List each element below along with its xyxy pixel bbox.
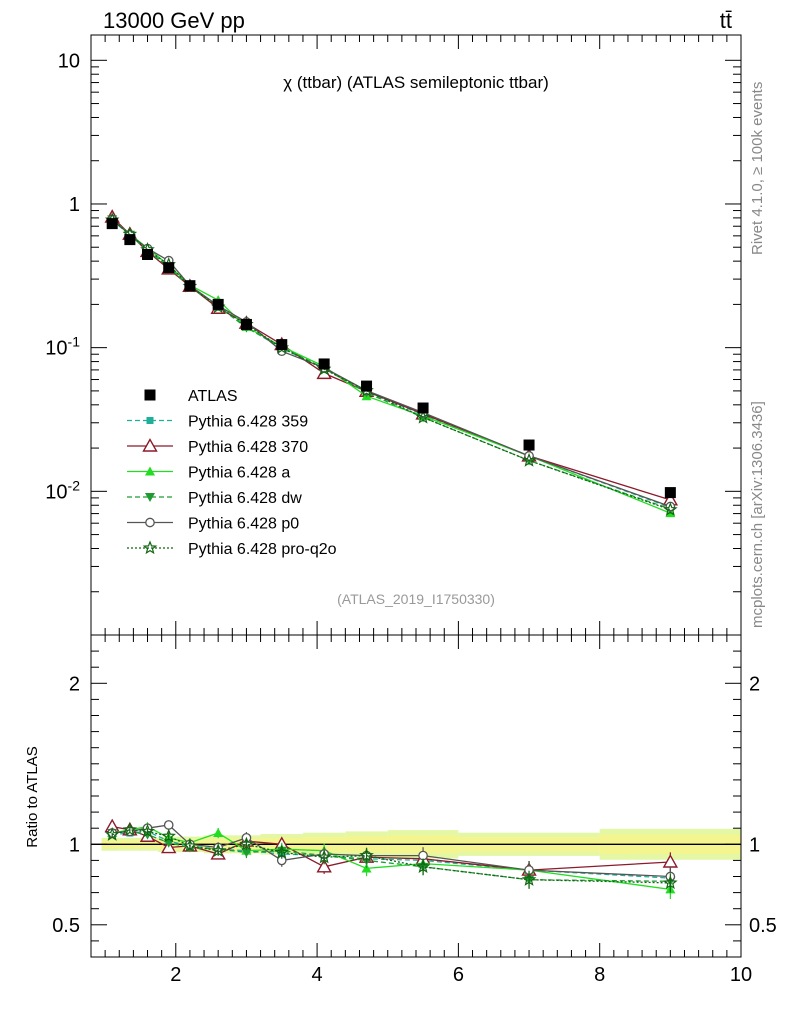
data-point-main: [240, 318, 252, 330]
legend-label: Pythia 6.428 a: [188, 465, 290, 482]
rivet-label: Rivet 4.1.0, ≥ 100k events: [749, 82, 766, 255]
main-panel: 10-2 10-1 1 10 χ (ttbar) (ATLAS semileptoni…: [45, 34, 742, 636]
y-tick-label-ratio-right: 2: [749, 673, 760, 695]
ratio-point: [213, 828, 224, 838]
ratio-point: [239, 836, 254, 851]
legend-label: Pythia 6.428 dw: [188, 490, 302, 507]
ratio-panel: 2 4 6 8 10 0.5 0.5 1 1 2 2 Ratio to ATLAS: [24, 634, 777, 986]
ratio-point: [316, 858, 332, 873]
watermark: (ATLAS_2019_I1750330): [337, 591, 495, 607]
data-point-main: [212, 298, 224, 310]
series-point-main: [415, 409, 431, 424]
series-point-main: [521, 452, 537, 467]
y-tick-label-ratio-right: 1: [749, 834, 760, 856]
data-point-main: [318, 358, 330, 370]
data-point-main: [361, 380, 373, 392]
process-label: tt̄: [720, 8, 732, 33]
ratio-frame: [90, 634, 742, 958]
legend-marker-data: [144, 389, 156, 401]
y-tick-label-main: 10-2: [45, 477, 80, 503]
legend-label: Pythia 6.428 p0: [188, 516, 299, 533]
legend-marker: [145, 466, 155, 476]
y-tick-label-ratio: 1: [69, 834, 80, 856]
y-tick-label-ratio-right: 0.5: [749, 915, 777, 937]
data-point-main: [106, 218, 118, 230]
data-series-main: [106, 218, 676, 499]
ratio-point: [316, 849, 332, 864]
x-tick-label: 6: [453, 964, 464, 986]
data-point-main: [124, 234, 136, 246]
data-point-main: [523, 439, 535, 451]
ratio-point: [241, 848, 252, 858]
y-tick-label-ratio: 0.5: [52, 915, 80, 937]
series-point-main: [663, 502, 678, 516]
legend-marker: [146, 417, 154, 424]
ratio-point: [415, 859, 431, 874]
legend-label: Pythia 6.428 370: [188, 439, 308, 456]
legend-label-data: ATLAS: [188, 388, 238, 405]
energy-label: 13000 GeV pp: [103, 8, 245, 33]
y-tick-label-main: 10: [58, 50, 80, 72]
data-point-main: [276, 339, 288, 351]
ratio-point: [161, 828, 176, 843]
data-point-main: [142, 248, 154, 260]
ratio-point: [274, 844, 290, 859]
y-tick-label-main: 10-1: [45, 334, 80, 360]
series-line-main: [111, 216, 671, 501]
ratio-point: [663, 875, 678, 890]
ratio-point: [210, 843, 226, 857]
x-tick-label: 8: [594, 964, 605, 986]
ratio-axis-ticks: 2 4 6 8 10 0.5 0.5 1 1 2 2: [52, 635, 777, 986]
data-point-main: [417, 402, 429, 414]
ratio-point: [163, 820, 174, 830]
ratio-series-5: [104, 822, 678, 893]
legend-marker: [142, 540, 158, 555]
ratio-point: [359, 847, 374, 862]
ratio-point: [521, 872, 537, 886]
series-line-main: [111, 218, 671, 508]
ratio-ylabel: Ratio to ATLAS: [24, 746, 41, 847]
legend: ATLAS Pythia 6.428 359 Pythia 6.428 370 Pyt…: [127, 388, 337, 558]
ratio-plot-area: [104, 818, 679, 900]
y-tick-label-main: 1: [69, 194, 80, 216]
ratio-point: [140, 823, 155, 838]
ratio-point: [104, 826, 120, 841]
data-point-main: [664, 487, 676, 499]
legend-marker: [145, 493, 155, 502]
mcplots-label: mcplots.cern.ch [arXiv:1306.3436]: [749, 401, 766, 628]
main-axis-ticks: 10-2 10-1 1 10: [45, 35, 742, 636]
legend-marker: [142, 438, 158, 452]
series-1: [104, 209, 679, 506]
legend-label: Pythia 6.428 pro-q2o: [188, 541, 337, 558]
main-plot-area: [104, 209, 679, 518]
legend-marker: [145, 517, 155, 528]
ratio-point: [122, 822, 138, 836]
y-tick-label-ratio: 2: [69, 673, 80, 695]
data-point-main: [163, 262, 175, 274]
ratio-point: [182, 838, 198, 853]
x-tick-label: 10: [730, 964, 752, 986]
x-tick-label: 4: [312, 964, 323, 986]
data-point-main: [184, 280, 196, 292]
legend-label: Pythia 6.428 359: [188, 414, 308, 431]
x-tick-label: 2: [170, 964, 181, 986]
chart-title: χ (ttbar) (ATLAS semileptonic ttbar): [283, 73, 549, 92]
